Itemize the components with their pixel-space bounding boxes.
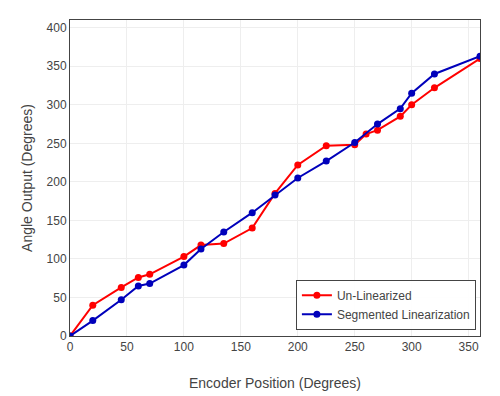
svg-text:Segmented Linearization: Segmented Linearization	[337, 308, 470, 322]
svg-text:Angle Output (Degrees): Angle Output (Degrees)	[19, 104, 35, 252]
svg-text:200: 200	[47, 175, 67, 189]
svg-text:50: 50	[53, 291, 67, 305]
svg-text:100: 100	[47, 252, 67, 266]
svg-text:100: 100	[174, 340, 194, 354]
svg-text:150: 150	[47, 214, 67, 228]
svg-text:200: 200	[288, 340, 308, 354]
svg-text:250: 250	[345, 340, 365, 354]
svg-text:Un-Linearized: Un-Linearized	[337, 289, 412, 303]
svg-text:300: 300	[47, 98, 67, 112]
svg-text:300: 300	[402, 340, 422, 354]
svg-text:350: 350	[47, 59, 67, 73]
svg-text:0: 0	[67, 340, 74, 354]
svg-text:0: 0	[60, 329, 67, 343]
svg-text:50: 50	[120, 340, 134, 354]
svg-text:400: 400	[47, 21, 67, 35]
svg-text:250: 250	[47, 137, 67, 151]
svg-text:350: 350	[459, 340, 479, 354]
svg-text:150: 150	[231, 340, 251, 354]
svg-text:Encoder Position (Degrees): Encoder Position (Degrees)	[189, 375, 361, 391]
